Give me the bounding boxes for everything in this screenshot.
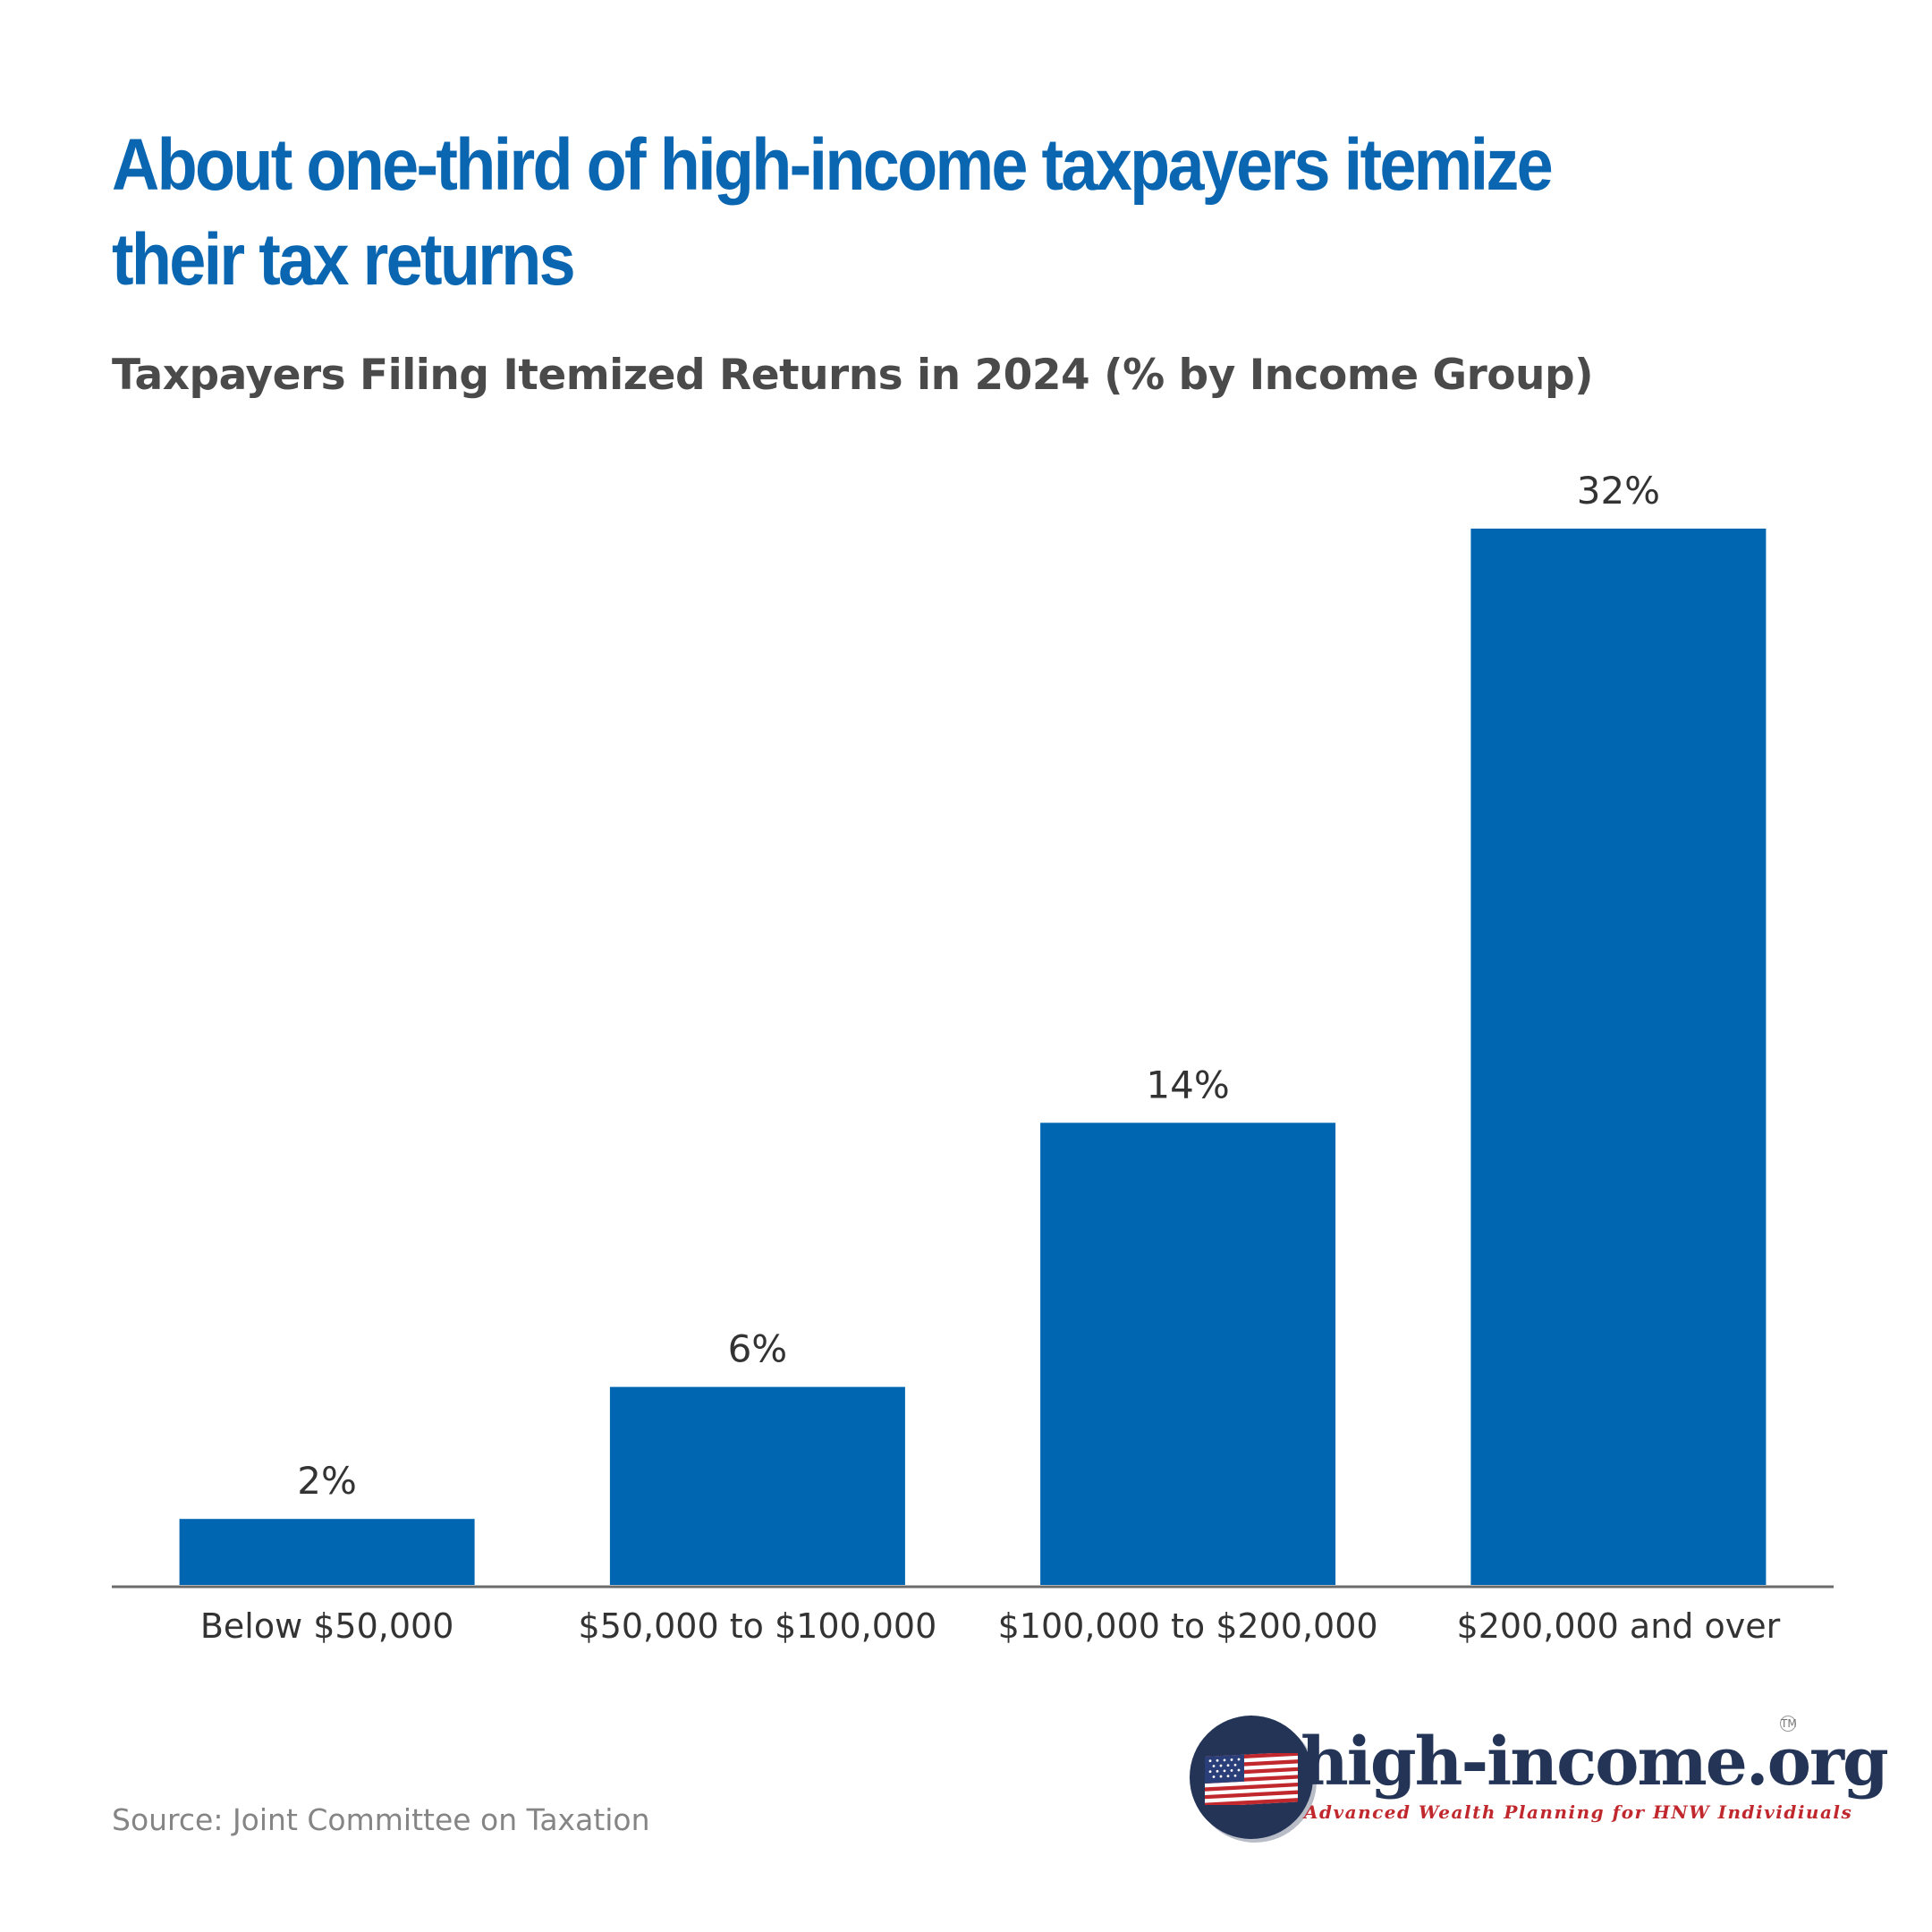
chart-title: About one-third of high-income taxpayers… (112, 124, 1554, 301)
trademark-mark: TM (1780, 1716, 1797, 1732)
source-note: Source: Joint Committee on Taxation (112, 1802, 650, 1837)
bar-3 (1470, 529, 1767, 1585)
us-flag-icon (1205, 1753, 1298, 1805)
bar-0 (179, 1519, 475, 1585)
logo-name: high-income.org (1301, 1724, 1889, 1801)
bar-group (179, 529, 1767, 1585)
value-label-3: 32% (1577, 469, 1660, 513)
chart-subtitle: Taxpayers Filing Itemized Returns in 202… (112, 351, 1594, 400)
bar-1 (609, 1386, 905, 1585)
value-label-0: 2% (297, 1459, 357, 1503)
category-label-1: $50,000 to $100,000 (579, 1606, 937, 1646)
value-label-2: 14% (1146, 1063, 1229, 1106)
category-label-0: Below $50,000 (200, 1606, 454, 1646)
category-label-group: Below $50,000 $50,000 to $100,000 $100,000… (200, 1606, 1781, 1646)
brand-logo: high-income.org TM Advanced Wealth Plann… (1190, 1716, 1889, 1841)
bar-2 (1040, 1123, 1336, 1585)
category-label-2: $100,000 to $200,000 (998, 1606, 1378, 1646)
logo-badge (1190, 1716, 1313, 1839)
value-label-1: 6% (728, 1327, 788, 1371)
logo-tagline: Advanced Wealth Planning for HNW Individ… (1304, 1801, 1853, 1823)
value-label-group: 2% 6% 14% 32% (297, 469, 1660, 1503)
category-label-3: $200,000 and over (1457, 1606, 1781, 1646)
